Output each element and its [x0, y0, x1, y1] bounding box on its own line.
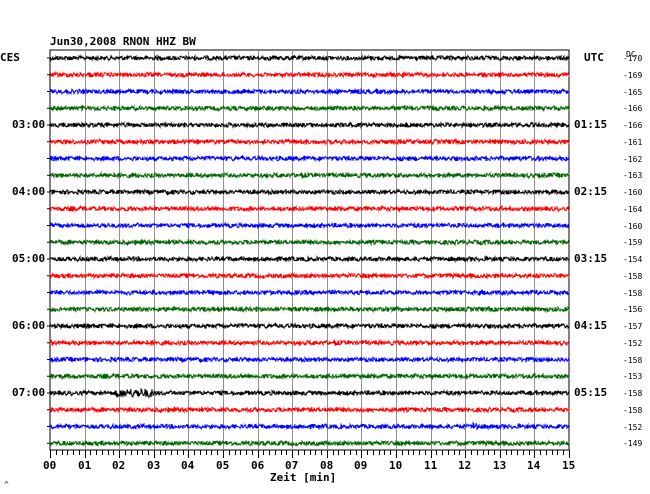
- x-tick-label: 13: [493, 459, 507, 472]
- trace-line: [49, 171, 570, 180]
- dc-offset-label: -160: [623, 188, 643, 197]
- corner-mark: ^: [4, 480, 9, 489]
- trace-line: [49, 372, 570, 381]
- trace-line: [49, 137, 570, 146]
- dc-offset-label: -154: [623, 255, 643, 264]
- x-tick-label: 04: [181, 459, 195, 472]
- right-hour-label: 05:15: [574, 386, 608, 399]
- x-tick-label: 09: [354, 459, 368, 472]
- trace-line: [49, 288, 570, 297]
- trace-line: [49, 87, 570, 96]
- trace-line: [49, 204, 570, 213]
- dc-offset-label: -152: [623, 338, 643, 348]
- dc-offset-label: -152: [623, 422, 643, 432]
- dc-offset-label: -159: [623, 238, 643, 248]
- trace-line: [49, 154, 570, 163]
- trace-line: [49, 355, 570, 364]
- trace-line: [49, 387, 570, 400]
- left-hour-label: 04:00: [12, 185, 46, 198]
- x-tick-label: 08: [320, 459, 334, 472]
- trace-line: [49, 421, 570, 431]
- dc-offset-label: -153: [623, 372, 643, 382]
- trace-line: [49, 322, 570, 330]
- trace-line: [49, 238, 570, 247]
- dc-offset-label: -161: [623, 137, 643, 147]
- dc-offset-label: -158: [623, 389, 643, 398]
- dc-offset-label: -169: [623, 70, 643, 80]
- trace-line: [49, 439, 570, 448]
- dc-offset-label: -158: [623, 271, 643, 281]
- x-tick-label: 11: [424, 459, 438, 472]
- dc-offset-label: -164: [623, 204, 643, 214]
- dc-offset-label: -156: [623, 305, 643, 315]
- left-hour-label: 03:00: [12, 118, 46, 131]
- right-hour-label: 02:15: [574, 185, 608, 198]
- trace-line: [49, 338, 570, 347]
- x-tick-label: 14: [527, 459, 541, 472]
- x-tick-label: 05: [216, 459, 230, 472]
- right-hour-label: 04:15: [574, 319, 608, 332]
- trace-line: [49, 271, 570, 280]
- trace-line: [49, 405, 570, 414]
- dc-offset-label: -166: [623, 104, 643, 114]
- dc-offset-label: -149: [623, 439, 643, 449]
- x-tick-label: 03: [147, 459, 161, 472]
- trace-line: [49, 54, 570, 63]
- x-tick-label: 00: [43, 459, 57, 472]
- x-tick-label: 12: [458, 459, 472, 472]
- right-timezone-label: UTC: [584, 51, 604, 64]
- left-hour-label: 05:00: [12, 252, 46, 265]
- dc-offset-label: -158: [623, 288, 643, 298]
- x-tick-label: 06: [251, 459, 265, 472]
- dc-label: DC: [626, 50, 636, 59]
- trace-line: [49, 70, 570, 79]
- x-tick-label: 07: [285, 459, 299, 472]
- left-hour-label: 06:00: [12, 319, 46, 332]
- trace-line: [49, 121, 570, 130]
- dc-offset-label: -158: [623, 355, 643, 365]
- chart-title: Jun30,2008 RNON HHZ BW: [50, 35, 196, 48]
- plot-frame: [49, 49, 570, 451]
- dc-offset-label: -170: [623, 54, 643, 63]
- right-hour-label: 01:15: [574, 118, 608, 131]
- right-hour-label: 03:15: [574, 252, 608, 265]
- dc-offset-label: -162: [623, 154, 643, 164]
- dc-offset-label: -160: [623, 221, 643, 231]
- trace-line: [49, 187, 570, 197]
- dc-offset-label: -166: [623, 121, 643, 130]
- x-axis-label: Zeit [min]: [270, 471, 337, 484]
- dc-offset-label: -165: [623, 87, 643, 97]
- left-timezone-label: CES: [0, 51, 20, 64]
- dc-offset-label: -163: [623, 171, 643, 181]
- x-tick-label: 15: [562, 459, 576, 472]
- trace-line: [49, 104, 570, 113]
- trace-line: [49, 305, 570, 314]
- dc-offset-label: -158: [623, 405, 643, 415]
- trace-line: [49, 221, 570, 230]
- trace-line: [49, 254, 570, 264]
- left-hour-label: 07:00: [12, 386, 46, 399]
- dc-offset-label: -157: [623, 322, 643, 331]
- x-tick-label: 01: [78, 459, 92, 472]
- x-tick-label: 02: [112, 459, 126, 472]
- x-tick-label: 10: [389, 459, 403, 472]
